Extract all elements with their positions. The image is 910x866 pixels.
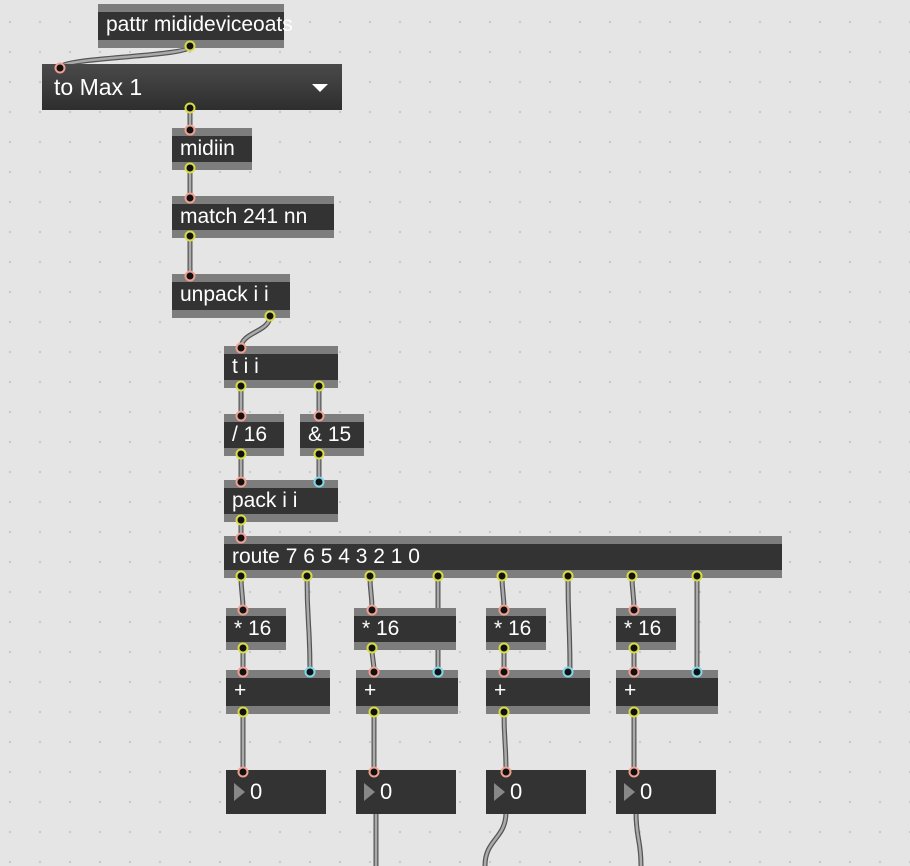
divide-object[interactable]: / 16: [224, 414, 284, 456]
plus-object[interactable]: +: [226, 670, 330, 714]
object-text: / 16: [232, 423, 268, 446]
object-text: +: [494, 679, 507, 702]
object-text: * 16: [234, 617, 272, 640]
object-text: +: [234, 679, 247, 702]
patch-cord[interactable]: [502, 711, 508, 773]
patch-cord[interactable]: [483, 811, 508, 866]
object-text: * 16: [362, 617, 400, 640]
plus-object[interactable]: +: [486, 670, 590, 714]
object-text: unpack i i: [180, 283, 269, 306]
dropdown-arrow-icon: [312, 84, 328, 92]
bitand-object[interactable]: & 15: [300, 414, 364, 456]
number-box[interactable]: 0: [486, 770, 586, 814]
object-text: +: [624, 679, 637, 702]
object-text: route 7 6 5 4 3 2 1 0: [232, 545, 420, 568]
pattr-object[interactable]: pattr midideviceoats: [98, 4, 293, 48]
plus-object[interactable]: +: [616, 670, 718, 714]
object-text: pack i i: [232, 489, 298, 512]
multiply-object[interactable]: * 16: [226, 608, 286, 650]
number-triangle-icon: [234, 783, 245, 801]
object-text: +: [364, 679, 377, 702]
number-triangle-icon: [364, 783, 375, 801]
number-triangle-icon: [494, 783, 505, 801]
number-value: 0: [640, 779, 653, 804]
number-value: 0: [510, 779, 523, 804]
midi-device-menu[interactable]: to Max 1: [42, 64, 342, 110]
object-text: midiin: [180, 137, 235, 160]
multiply-object[interactable]: * 16: [616, 608, 676, 650]
multiply-object[interactable]: * 16: [354, 608, 456, 650]
multiply-object[interactable]: * 16: [486, 608, 546, 650]
match-object[interactable]: match 241 nn: [172, 196, 334, 238]
trigger-object[interactable]: t i i: [224, 346, 338, 388]
number-box[interactable]: 0: [616, 770, 716, 814]
object-text: match 241 nn: [180, 205, 308, 228]
number-value: 0: [380, 779, 393, 804]
midiin-object[interactable]: midiin: [172, 128, 252, 170]
patch-cord[interactable]: [239, 315, 272, 349]
unpack-object[interactable]: unpack i i: [172, 274, 290, 318]
object-text: pattr midideviceoats: [106, 13, 293, 36]
number-triangle-icon: [624, 783, 635, 801]
number-value: 0: [250, 779, 263, 804]
object-text: * 16: [494, 617, 532, 640]
patch-cord[interactable]: [305, 575, 312, 673]
number-box[interactable]: 0: [226, 770, 326, 814]
patch-cord[interactable]: [566, 575, 572, 673]
pack-object[interactable]: pack i i: [224, 480, 338, 522]
object-text: & 15: [308, 423, 352, 446]
plus-object[interactable]: +: [356, 670, 458, 714]
menu-value: to Max 1: [54, 74, 143, 100]
object-text: * 16: [624, 617, 662, 640]
object-text: t i i: [232, 355, 259, 378]
number-box[interactable]: 0: [356, 770, 456, 814]
route-object[interactable]: route 7 6 5 4 3 2 1 0: [224, 536, 782, 578]
patch-cord[interactable]: [634, 811, 643, 866]
